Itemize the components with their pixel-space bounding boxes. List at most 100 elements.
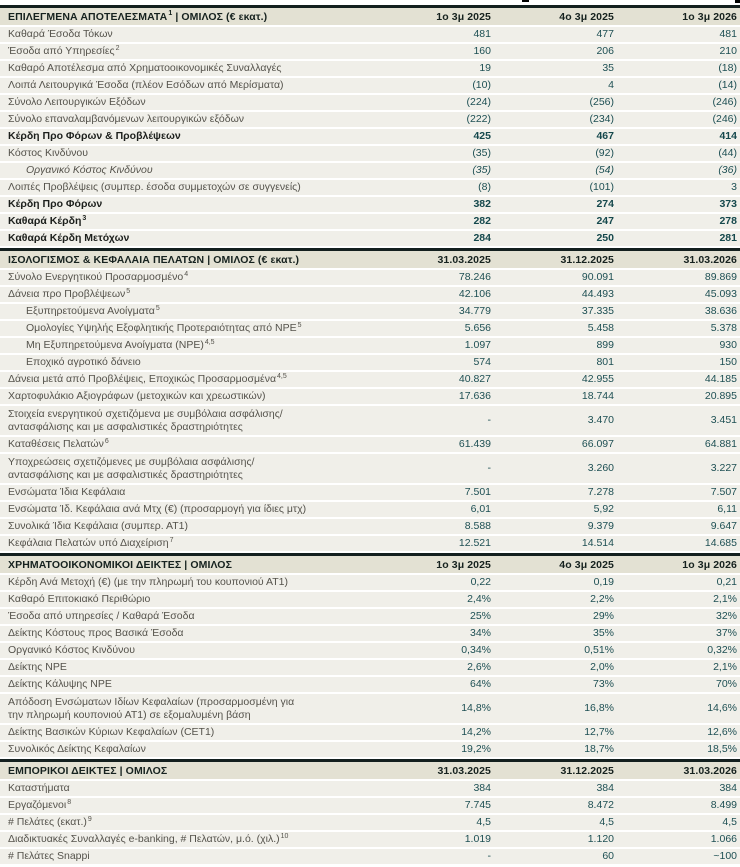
row-label: Υποχρεώσεις σχετιζόμενες με συμβόλαια ασ… [0, 455, 371, 481]
row-value: 14.685 [704, 537, 737, 550]
row-label-text: Απόδοση Ενσώματων Ιδίων Κεφαλαίων (προσα… [8, 696, 295, 721]
crop-artifact-mark [735, 0, 740, 3]
table-row: Καθαρά Έσοδα Τόκων 481 477 481 [0, 27, 740, 42]
row-label-text: Λοιπά Λειτουργικά Έσοδα (πλέον Εσόδων απ… [8, 79, 284, 92]
row-value: 37.335 [581, 305, 614, 318]
row-label-text: Κέρδη Ανά Μετοχή (€) (με την πληρωμή του… [8, 576, 288, 589]
row-label: Έσοδα από Υπηρεσίες2 [0, 44, 371, 58]
row-label-superscript: 10 [280, 832, 289, 840]
row-value: 14,8% [461, 702, 491, 715]
row-label: Καθαρά Κέρδη Μετόχων [0, 231, 371, 245]
table-row: Δείκτης Κόστους προς Βασικά Έσοδα 34% 35% 3… [0, 626, 740, 641]
row-label: Σύνολο Ενεργητικού Προσαρμοσμένο4 [0, 270, 371, 284]
section-header-row: ΧΡΗΜΑΤΟΟΙΚΟΝΟΜΙΚΟΙ ΔΕΙΚΤΕΣ | ΟΜΙΛΟΣ 1ο 3μ… [0, 553, 740, 573]
row-value: 12,7% [584, 726, 614, 739]
row-label-text: # Πελάτες Snappi [8, 850, 90, 863]
row-label: Έσοδα από υπηρεσίες / Καθαρά Έσοδα [0, 609, 371, 623]
table-row: # Πελάτες (εκατ.)9 4,5 4,5 4,5 [0, 815, 740, 830]
row-label: # Πελάτες Snappi [0, 849, 371, 863]
table-row: # Πελάτες Snappi - 60 ~100 [0, 849, 740, 864]
row-value: 6,01 [470, 503, 491, 516]
row-value: 481 [473, 28, 491, 41]
row-value: 9.379 [587, 520, 614, 533]
row-value: 2,1% [713, 593, 737, 606]
row-label-superscript: 2 [115, 44, 120, 52]
column-header: 31.03.2026 [683, 764, 737, 777]
row-value: - [487, 850, 492, 863]
row-label-text: Δάνεια προ Προβλέψεων [8, 288, 126, 301]
row-label: Εξυπηρετούμενα Ανοίγματα5 [0, 304, 371, 318]
row-value: 574 [473, 356, 491, 369]
row-value: 40.827 [458, 373, 491, 386]
row-value: 247 [596, 215, 614, 228]
column-header: 4ο 3μ 2025 [559, 10, 614, 23]
table-row: Δείκτης Βασικών Κύριων Κεφαλαίων (CET1) 1… [0, 725, 740, 740]
row-value: (246) [712, 96, 737, 109]
row-value: 14,6% [707, 702, 737, 715]
row-value: 0,34% [461, 644, 491, 657]
table-row: Κέρδη Προ Φόρων & Προβλέψεων 425 467 414 [0, 129, 740, 144]
row-value: 70% [715, 678, 737, 691]
row-label: Δείκτης Κόστους προς Βασικά Έσοδα [0, 626, 371, 640]
row-label: Λοιπά Λειτουργικά Έσοδα (πλέον Εσόδων απ… [0, 78, 371, 92]
row-value: 3.470 [587, 414, 614, 427]
row-label: Απόδοση Ενσώματων Ιδίων Κεφαλαίων (προσα… [0, 695, 371, 721]
table-row: Εργαζόμενοι8 7.745 8.472 8.499 [0, 798, 740, 813]
row-label-text: Οργανικό Κόστος Κινδύνου [8, 644, 135, 657]
row-value: 25% [469, 610, 491, 623]
row-value: (92) [595, 147, 614, 160]
report-table: ΕΠΙΛΕΓΜΕΝΑ ΑΠΟΤΕΛΕΣΜΑΤΑ1 | ΟΜΙΛΟΣ (€ εκα… [0, 5, 740, 864]
table-row: Συνολικός Δείκτης Κεφαλαίων 19,2% 18,7% 18,… [0, 742, 740, 757]
table-row: Σύνολο Λειτουργικών Εξόδων (224) (256) (246… [0, 95, 740, 110]
row-value: 477 [596, 28, 614, 41]
table-row: Κόστος Κινδύνου (35) (92) (44) [0, 146, 740, 161]
row-value: (36) [718, 164, 737, 177]
row-value: 12,6% [707, 726, 737, 739]
row-value: 20.895 [704, 390, 737, 403]
row-value: 61.439 [458, 438, 491, 451]
row-label: Κέρδη Προ Φόρων & Προβλέψεων [0, 129, 371, 143]
row-value: 0,21 [716, 576, 737, 589]
row-value: 42.106 [458, 288, 491, 301]
row-value: 930 [719, 339, 737, 352]
row-value: 17.636 [458, 390, 491, 403]
table-row: Σύνολο επαναλαμβανόμενων λειτουργικών εξ… [0, 112, 740, 127]
section-title-superscript: 1 [168, 10, 173, 17]
row-value: 481 [719, 28, 737, 41]
row-value: 3.451 [710, 414, 737, 427]
row-label-text: Καθαρό Αποτέλεσμα από Χρηματοοικονομικές… [8, 62, 282, 75]
table-row: Λοιπά Λειτουργικά Έσοδα (πλέον Εσόδων απ… [0, 78, 740, 93]
column-header: 31.12.2025 [560, 764, 614, 777]
row-label: Καταθέσεις Πελατών6 [0, 437, 371, 451]
row-value: 8.588 [464, 520, 491, 533]
table-row: Μη Εξυπηρετούμενα Ανοίγματα (NPE)4,5 1.09… [0, 338, 740, 353]
row-label-text: Εποχικό αγροτικό δάνειο [26, 356, 141, 369]
row-value: 384 [596, 782, 614, 795]
row-label-text: # Πελάτες (εκατ.) [8, 816, 87, 829]
section-title-text: | ΟΜΙΛΟΣ (€ εκατ.) [172, 10, 268, 23]
row-label-text: Ενσώματα Ίδια Κεφάλαια [8, 486, 126, 499]
row-value: 8.472 [587, 799, 614, 812]
row-label-text: Δείκτης NPE [8, 661, 67, 674]
row-value: (246) [712, 113, 737, 126]
row-label-superscript: 8 [67, 798, 72, 806]
row-value: (10) [472, 79, 491, 92]
table-row: Καθαρά Κέρδη3 282 247 278 [0, 214, 740, 229]
row-value: 7.278 [587, 486, 614, 499]
table-row: Οργανικό Κόστος Κινδύνου (35) (54) (36) [0, 163, 740, 178]
row-value: 0,22 [470, 576, 491, 589]
row-value: 467 [596, 130, 614, 143]
table-row: Καθαρό Επιτοκιακό Περιθώριο 2,4% 2,2% 2,1% [0, 592, 740, 607]
row-label-superscript: 4,5 [204, 338, 215, 346]
row-label: Δείκτης Βασικών Κύριων Κεφαλαίων (CET1) [0, 725, 371, 739]
row-value: 382 [473, 198, 491, 211]
section-header-row: ΕΠΙΛΕΓΜΕΝΑ ΑΠΟΤΕΛΕΣΜΑΤΑ1 | ΟΜΙΛΟΣ (€ εκα… [0, 5, 740, 25]
row-value: 2,4% [467, 593, 491, 606]
row-label-text: Καθαρά Έσοδα Τόκων [8, 28, 113, 41]
table-row: Ενσώματα Ίδια Κεφάλαια 7.501 7.278 7.507 [0, 485, 740, 500]
row-label-text: Καταθέσεις Πελατών [8, 438, 104, 451]
row-label-text: Διαδικτυακές Συναλλαγές e-banking, # Πελ… [8, 833, 280, 846]
row-value: 34.779 [458, 305, 491, 318]
row-label-text: Καταστήματα [8, 782, 70, 795]
column-header: 31.03.2025 [437, 253, 491, 266]
